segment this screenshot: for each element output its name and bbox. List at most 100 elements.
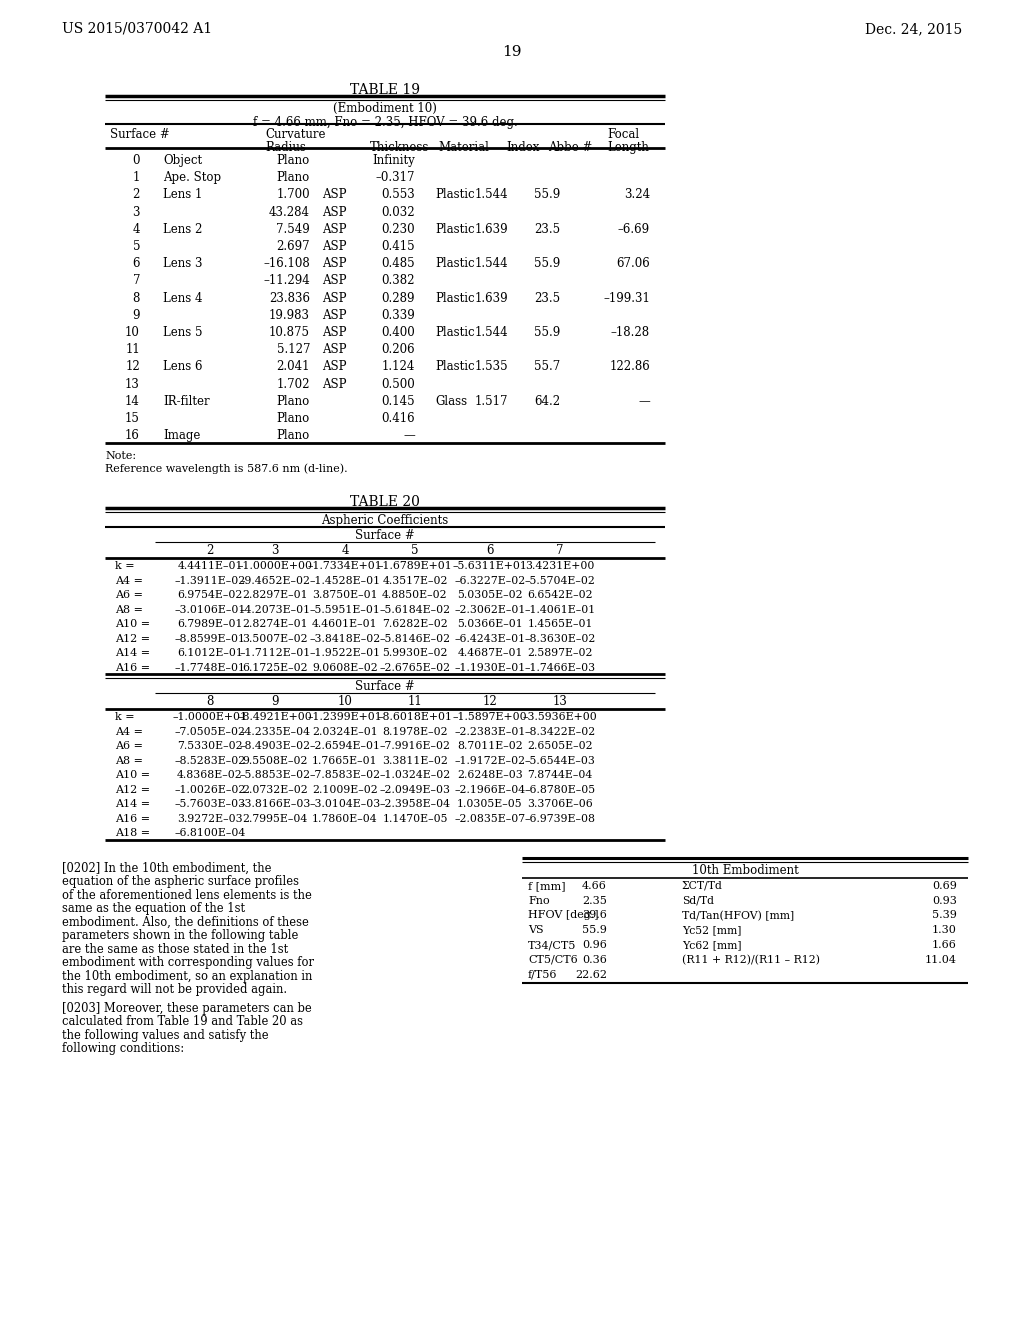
Text: US 2015/0370042 A1: US 2015/0370042 A1 bbox=[62, 22, 212, 36]
Text: Reference wavelength is 587.6 nm (d-line).: Reference wavelength is 587.6 nm (d-line… bbox=[105, 463, 347, 474]
Text: 1.544: 1.544 bbox=[474, 257, 508, 271]
Text: 2.6505E–02: 2.6505E–02 bbox=[527, 742, 593, 751]
Text: Index: Index bbox=[506, 141, 540, 154]
Text: 1.544: 1.544 bbox=[474, 189, 508, 202]
Text: 7.6282E–02: 7.6282E–02 bbox=[382, 619, 447, 630]
Text: Plastic: Plastic bbox=[435, 189, 475, 202]
Text: A14 =: A14 = bbox=[115, 648, 151, 659]
Text: Infinity: Infinity bbox=[373, 154, 415, 168]
Text: –1.7112E–01: –1.7112E–01 bbox=[240, 648, 310, 659]
Text: following conditions:: following conditions: bbox=[62, 1043, 184, 1056]
Text: 8: 8 bbox=[206, 696, 214, 709]
Text: 6.7989E–01: 6.7989E–01 bbox=[177, 619, 243, 630]
Text: –7.8583E–02: –7.8583E–02 bbox=[309, 771, 381, 780]
Text: –5.6544E–03: –5.6544E–03 bbox=[524, 756, 595, 766]
Text: Plano: Plano bbox=[276, 395, 310, 408]
Text: Yc52 [mm]: Yc52 [mm] bbox=[682, 925, 741, 936]
Text: 2.0324E–01: 2.0324E–01 bbox=[312, 727, 378, 737]
Text: 3: 3 bbox=[271, 544, 279, 557]
Text: 6: 6 bbox=[132, 257, 140, 271]
Text: –6.4243E–01: –6.4243E–01 bbox=[455, 634, 525, 644]
Text: 2.7995E–04: 2.7995E–04 bbox=[243, 814, 307, 824]
Text: Surface #: Surface # bbox=[355, 529, 415, 543]
Text: –2.3958E–04: –2.3958E–04 bbox=[380, 800, 451, 809]
Text: Lens 4: Lens 4 bbox=[163, 292, 203, 305]
Text: 12: 12 bbox=[125, 360, 140, 374]
Text: ΣCT/Td: ΣCT/Td bbox=[682, 880, 723, 891]
Text: 1.535: 1.535 bbox=[474, 360, 508, 374]
Text: 0.206: 0.206 bbox=[381, 343, 415, 356]
Text: –5.5951E–01: –5.5951E–01 bbox=[309, 605, 381, 615]
Text: are the same as those stated in the 1st: are the same as those stated in the 1st bbox=[62, 942, 288, 956]
Text: Radius: Radius bbox=[265, 141, 306, 154]
Text: 13: 13 bbox=[125, 378, 140, 391]
Text: calculated from Table 19 and Table 20 as: calculated from Table 19 and Table 20 as bbox=[62, 1015, 303, 1028]
Text: 19.983: 19.983 bbox=[269, 309, 310, 322]
Text: Fno: Fno bbox=[528, 896, 550, 906]
Text: 0.400: 0.400 bbox=[381, 326, 415, 339]
Text: –1.7466E–03: –1.7466E–03 bbox=[524, 663, 596, 673]
Text: 9: 9 bbox=[271, 696, 279, 709]
Text: 0.289: 0.289 bbox=[382, 292, 415, 305]
Text: 22.62: 22.62 bbox=[575, 970, 607, 979]
Text: 55.9: 55.9 bbox=[582, 925, 607, 936]
Text: –3.8418E–02: –3.8418E–02 bbox=[309, 634, 381, 644]
Text: Plastic: Plastic bbox=[435, 257, 475, 271]
Text: –6.8780E–05: –6.8780E–05 bbox=[524, 785, 596, 795]
Text: 1: 1 bbox=[133, 172, 140, 185]
Text: 3: 3 bbox=[132, 206, 140, 219]
Text: 64.2: 64.2 bbox=[534, 395, 560, 408]
Text: 0.485: 0.485 bbox=[381, 257, 415, 271]
Text: 10th Embodiment: 10th Embodiment bbox=[691, 863, 799, 876]
Text: Lens 6: Lens 6 bbox=[163, 360, 203, 374]
Text: –8.5283E–02: –8.5283E–02 bbox=[174, 756, 246, 766]
Text: (Embodiment 10): (Embodiment 10) bbox=[333, 102, 437, 115]
Text: –8.3422E–02: –8.3422E–02 bbox=[524, 727, 596, 737]
Text: –16.108: –16.108 bbox=[263, 257, 310, 271]
Text: 1.124: 1.124 bbox=[382, 360, 415, 374]
Text: 5: 5 bbox=[132, 240, 140, 253]
Text: 14: 14 bbox=[125, 395, 140, 408]
Text: 5.39: 5.39 bbox=[932, 911, 957, 920]
Text: 4.4601E–01: 4.4601E–01 bbox=[312, 619, 378, 630]
Text: VS: VS bbox=[528, 925, 544, 936]
Text: A16 =: A16 = bbox=[115, 814, 151, 824]
Text: 23.5: 23.5 bbox=[534, 292, 560, 305]
Text: 7.549: 7.549 bbox=[276, 223, 310, 236]
Text: 0.032: 0.032 bbox=[381, 206, 415, 219]
Text: 0.553: 0.553 bbox=[381, 189, 415, 202]
Text: Abbe #: Abbe # bbox=[548, 141, 592, 154]
Text: –1.9522E–01: –1.9522E–01 bbox=[309, 648, 381, 659]
Text: –6.9739E–08: –6.9739E–08 bbox=[524, 814, 596, 824]
Text: –9.4652E–02: –9.4652E–02 bbox=[240, 576, 310, 586]
Text: –4.2335E–04: –4.2335E–04 bbox=[240, 727, 310, 737]
Text: 6.6542E–02: 6.6542E–02 bbox=[527, 590, 593, 601]
Text: 0.69: 0.69 bbox=[932, 880, 957, 891]
Text: 23.5: 23.5 bbox=[534, 223, 560, 236]
Text: 4.8368E–02: 4.8368E–02 bbox=[177, 771, 243, 780]
Text: ASP: ASP bbox=[322, 257, 346, 271]
Text: 1.30: 1.30 bbox=[932, 925, 957, 936]
Text: A16 =: A16 = bbox=[115, 663, 151, 673]
Text: –5.6184E–02: –5.6184E–02 bbox=[380, 605, 451, 615]
Text: 0.416: 0.416 bbox=[381, 412, 415, 425]
Text: ASP: ASP bbox=[322, 189, 346, 202]
Text: –6.8100E–04: –6.8100E–04 bbox=[174, 829, 246, 838]
Text: 3.4231E+00: 3.4231E+00 bbox=[525, 561, 595, 572]
Text: equation of the aspheric surface profiles: equation of the aspheric surface profile… bbox=[62, 875, 299, 888]
Text: IR-filter: IR-filter bbox=[163, 395, 210, 408]
Text: Plastic: Plastic bbox=[435, 360, 475, 374]
Text: 0.93: 0.93 bbox=[932, 896, 957, 906]
Text: –5.7603E–03: –5.7603E–03 bbox=[174, 800, 246, 809]
Text: 11: 11 bbox=[125, 343, 140, 356]
Text: Aspheric Coefficients: Aspheric Coefficients bbox=[322, 515, 449, 528]
Text: 2.5897E–02: 2.5897E–02 bbox=[527, 648, 593, 659]
Text: 10: 10 bbox=[338, 696, 352, 709]
Text: 6: 6 bbox=[486, 544, 494, 557]
Text: [0203] Moreover, these parameters can be: [0203] Moreover, these parameters can be bbox=[62, 1002, 311, 1015]
Text: 4.66: 4.66 bbox=[582, 880, 607, 891]
Text: Yc62 [mm]: Yc62 [mm] bbox=[682, 940, 741, 950]
Text: same as the equation of the 1st: same as the equation of the 1st bbox=[62, 903, 245, 915]
Text: 10: 10 bbox=[125, 326, 140, 339]
Text: –3.8166E–03: –3.8166E–03 bbox=[240, 800, 310, 809]
